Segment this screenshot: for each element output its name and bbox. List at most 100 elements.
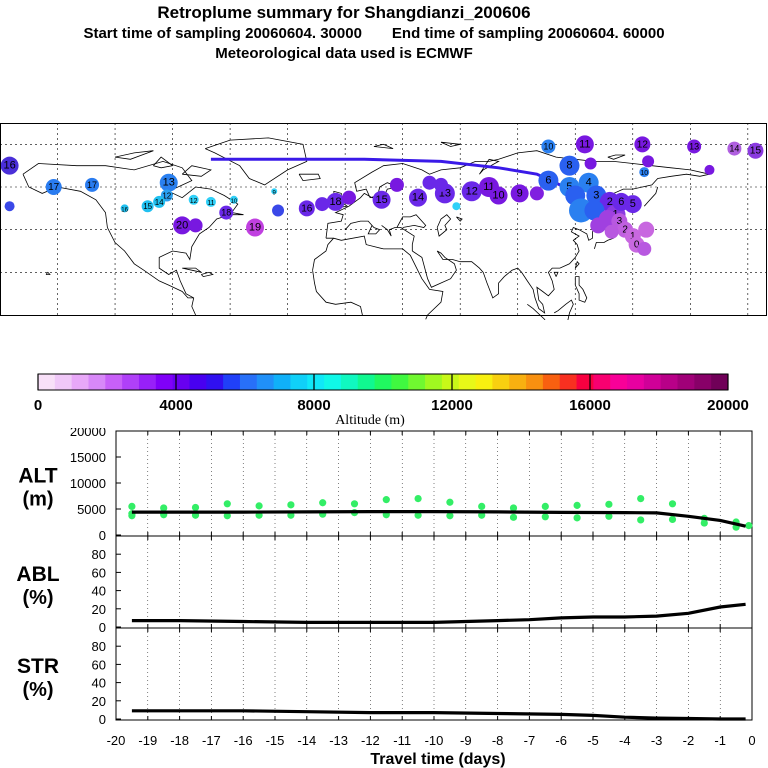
colorbar-cell — [660, 374, 678, 390]
plume-point-marker — [4, 201, 15, 212]
colorbar-cell — [593, 374, 611, 390]
plume-point: 12 — [461, 181, 482, 202]
plume-point-label: 1 — [630, 231, 636, 242]
plume-point-marker — [510, 184, 529, 203]
colorbar-tick-label: 16000 — [569, 397, 611, 414]
sampling-times: Start time of sampling 20060604. 30000 En… — [0, 25, 758, 42]
plume-point-label: 10 — [640, 170, 648, 177]
y-tick-label: 0 — [99, 620, 106, 635]
altitude-point — [509, 513, 518, 521]
plume-point-marker — [246, 218, 265, 237]
plume-point — [188, 218, 203, 233]
plume-point — [584, 157, 597, 170]
x-tick-label: -1 — [714, 733, 726, 748]
plume-point: 15 — [747, 142, 764, 159]
colorbar-cell — [256, 374, 275, 390]
x-axis: -20 -19 -18 -17 -16 -15 -14 -13 -12 -11 -10 -9 -8 -7-… — [107, 733, 756, 768]
plume-point-marker — [188, 194, 199, 205]
altitude-point — [128, 512, 136, 520]
plume-point-label: 17 — [48, 182, 60, 193]
plume-point-marker — [219, 205, 234, 220]
start-time-label: Start time of sampling 20060604. 30000 — [83, 25, 362, 42]
coastline — [553, 299, 574, 320]
plume-point-marker — [409, 188, 428, 207]
plume-point: 10 — [639, 167, 650, 178]
y-tick-label: 80 — [92, 547, 106, 562]
coastline — [644, 186, 659, 207]
coastline — [574, 260, 580, 269]
plume-point-marker — [584, 200, 605, 221]
plume-point — [272, 204, 285, 217]
plume-point: 20 — [173, 216, 192, 235]
map-frame — [0, 123, 767, 316]
plume-point-label: 11 — [207, 200, 214, 207]
coastline — [312, 270, 363, 316]
colorbar-cell — [273, 374, 291, 390]
plume-point-label: 10 — [492, 190, 504, 202]
plume-point-marker — [422, 175, 437, 190]
plume-point-marker — [434, 177, 449, 192]
plume-point-marker — [529, 186, 544, 201]
plume-point-marker — [45, 179, 62, 195]
plume-point-label: 14 — [155, 198, 164, 207]
x-tick-label: -3 — [651, 733, 663, 748]
chart-title: Retroplume summary for Shangdianzi_20060… — [157, 3, 531, 22]
plume-point-label: 14 — [729, 144, 739, 154]
plume-point-label: 13 — [163, 177, 175, 189]
x-tick-label: -14 — [297, 733, 316, 748]
plume-point: 12 — [188, 194, 199, 205]
plume-point-marker — [541, 139, 556, 154]
plume-point-label: 12 — [466, 185, 478, 197]
altitude-point — [541, 513, 549, 521]
plume-point-label: 9 — [273, 190, 277, 196]
altitude-point — [287, 501, 295, 509]
y-tick-label: 20000 — [70, 428, 106, 439]
x-axis-label: Travel time (days) — [370, 751, 505, 768]
coastline — [456, 216, 463, 222]
plume-point-marker — [205, 196, 216, 207]
colorbar-cell — [122, 374, 140, 390]
x-tick-label: -11 — [393, 733, 411, 748]
colorbar-cell — [542, 374, 561, 390]
altitude-point — [350, 500, 359, 508]
plume-point-marker — [141, 200, 154, 213]
colorbar-cell — [425, 374, 443, 390]
colorbar-cell — [357, 374, 375, 390]
plume-point: 17 — [45, 179, 62, 195]
plume-point-marker — [315, 197, 330, 212]
abl-series-line — [131, 602, 746, 624]
coastline — [325, 150, 710, 239]
altitude-points — [128, 495, 753, 531]
x-tick-label: -12 — [361, 733, 380, 748]
colorbar-cell — [155, 374, 174, 390]
plume-point-label: 16 — [121, 207, 128, 213]
colorbar-cell — [71, 374, 89, 390]
plume-point-marker — [159, 173, 178, 192]
plume-point: 16 — [0, 156, 19, 175]
plume-point — [452, 202, 461, 211]
plume-point-marker — [173, 216, 192, 235]
colorbar-cell — [105, 374, 123, 390]
colorbar-cell — [576, 374, 594, 390]
altitude-point — [573, 514, 581, 522]
plume-point-marker — [341, 190, 356, 205]
colorbar-cell — [307, 374, 325, 390]
plume-point-label: 6 — [618, 196, 624, 208]
plume-point-label: 3 — [593, 190, 599, 202]
y-tick-label: 20 — [92, 694, 106, 709]
plume-point — [638, 221, 655, 238]
y-axis-label-name: STR — [17, 655, 59, 678]
x-tick-label: -5 — [587, 733, 599, 748]
str-series-line — [131, 709, 746, 721]
abl-panel: 0 20 40 60 80 ABL(%) — [16, 535, 753, 635]
plume-point-marker — [575, 135, 594, 154]
colorbar-tick-label: 20000 — [707, 397, 749, 414]
altitude-point — [255, 502, 263, 510]
altitude-colorbar: 0 4000 8000 12000 16000 20000 Altitude (m) — [34, 373, 749, 428]
x-tick-label: -4 — [619, 733, 631, 748]
coastline — [574, 276, 588, 303]
altitude-point — [446, 498, 454, 506]
x-tick-label: -2 — [683, 733, 695, 748]
plume-point: 15 — [141, 200, 154, 213]
plume-point: 10 — [229, 195, 238, 205]
